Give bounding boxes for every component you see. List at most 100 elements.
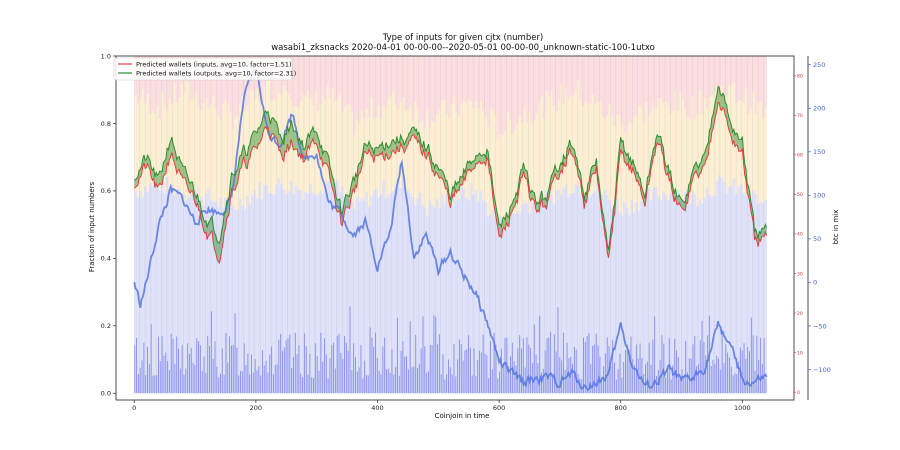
band-yellow xyxy=(528,111,532,214)
band-yellow xyxy=(316,111,320,195)
band-pink xyxy=(326,56,330,87)
input-bar xyxy=(601,377,603,394)
x-tick-label: 600 xyxy=(493,404,505,412)
band-yellow xyxy=(187,82,191,198)
band-yellow xyxy=(297,107,300,191)
input-bar xyxy=(334,368,336,394)
band-blue xyxy=(664,195,668,394)
input-bar xyxy=(316,356,318,394)
band-yellow xyxy=(698,89,702,200)
band-blue xyxy=(404,194,407,394)
band-pink xyxy=(323,56,327,102)
input-bar xyxy=(267,372,269,394)
band-yellow xyxy=(715,86,719,182)
band-blue xyxy=(674,202,677,394)
band-blue xyxy=(506,221,510,394)
input-bar xyxy=(586,336,588,394)
input-bar xyxy=(181,344,183,394)
band-yellow xyxy=(596,101,600,183)
input-bar xyxy=(354,357,356,394)
band-yellow xyxy=(467,99,471,201)
band-blue xyxy=(576,184,580,394)
band-yellow xyxy=(681,98,685,200)
band-blue xyxy=(610,208,614,394)
band-blue xyxy=(406,189,410,394)
band-pink xyxy=(379,56,383,119)
band-yellow xyxy=(486,126,490,217)
band-blue xyxy=(671,191,675,394)
band-blue xyxy=(503,229,507,394)
input-bar xyxy=(225,333,227,394)
band-pink xyxy=(435,56,439,115)
input-bar xyxy=(247,353,249,394)
input-bar xyxy=(743,343,745,394)
band-yellow xyxy=(679,92,682,199)
band-pink xyxy=(413,56,417,102)
band-blue xyxy=(314,195,317,394)
band-pink xyxy=(501,56,505,136)
input-bar xyxy=(218,377,220,394)
band-yellow xyxy=(255,88,259,199)
input-bar xyxy=(502,366,504,394)
band-yellow xyxy=(613,125,617,205)
band-blue xyxy=(340,186,344,394)
band-pink xyxy=(508,56,512,121)
band-yellow xyxy=(700,114,704,204)
band-yellow xyxy=(725,96,729,194)
input-bar xyxy=(243,343,245,394)
y2-tick-label: 10 xyxy=(797,350,803,356)
band-blue xyxy=(467,200,471,394)
band-yellow xyxy=(739,100,743,185)
input-bar xyxy=(336,336,338,394)
input-bar xyxy=(584,342,586,394)
band-blue xyxy=(637,210,641,394)
band-pink xyxy=(647,56,651,117)
band-yellow xyxy=(236,115,240,211)
input-bar xyxy=(152,375,154,394)
band-blue xyxy=(764,199,767,394)
band-pink xyxy=(311,56,315,105)
band-yellow xyxy=(530,123,534,204)
band-blue xyxy=(443,203,446,394)
y2-tick-label: 80 xyxy=(797,74,803,80)
band-pink xyxy=(683,56,687,109)
band-blue xyxy=(231,206,235,394)
plot-background xyxy=(134,56,767,394)
input-bar xyxy=(683,376,685,394)
input-bar xyxy=(597,345,599,394)
input-bar xyxy=(663,343,665,394)
band-yellow xyxy=(559,84,563,195)
band-blue xyxy=(353,208,356,394)
band-blue xyxy=(591,193,595,394)
band-pink xyxy=(518,56,522,117)
band-yellow xyxy=(581,106,585,196)
band-pink xyxy=(713,56,716,92)
input-bar xyxy=(564,369,566,394)
band-pink xyxy=(426,56,429,111)
band-yellow xyxy=(696,113,699,207)
input-bar xyxy=(258,366,260,394)
band-yellow xyxy=(562,104,566,188)
band-yellow xyxy=(377,105,381,197)
input-bar xyxy=(486,355,488,394)
input-bar xyxy=(703,341,705,394)
band-blue xyxy=(433,207,437,394)
band-blue xyxy=(294,185,298,394)
band-pink xyxy=(375,56,378,118)
input-bar xyxy=(241,371,243,394)
band-pink xyxy=(581,56,585,107)
input-bar xyxy=(606,337,608,394)
band-yellow xyxy=(148,113,152,184)
band-pink xyxy=(703,56,707,99)
band-pink xyxy=(749,56,753,108)
input-bar xyxy=(614,362,616,394)
band-yellow xyxy=(494,114,497,219)
band-yellow xyxy=(676,111,680,191)
input-bar xyxy=(254,359,256,394)
y3-tick-label: 250 xyxy=(813,61,825,69)
input-bar xyxy=(566,342,568,394)
input-bar xyxy=(712,359,714,394)
band-blue xyxy=(226,197,230,394)
band-blue xyxy=(328,180,332,394)
